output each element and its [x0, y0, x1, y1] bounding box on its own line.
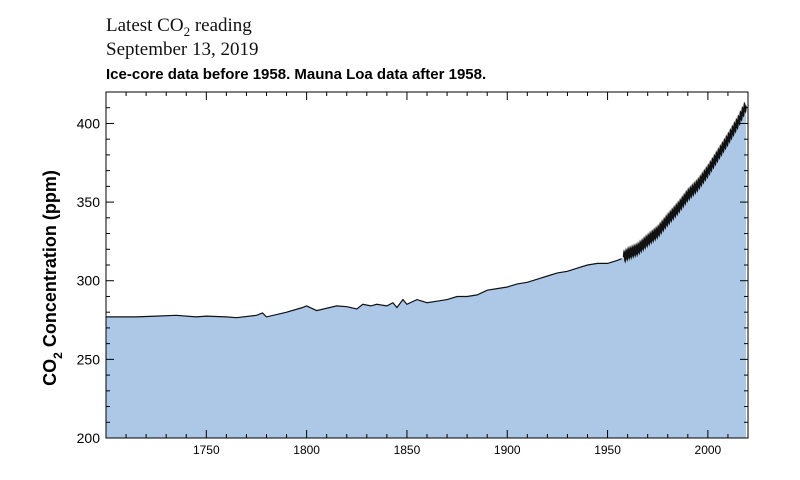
x-tick-label: 1850 [394, 443, 421, 457]
x-tick-label: 1800 [293, 443, 320, 457]
chart-title: Latest CO2 reading September 13, 2019 [106, 14, 259, 62]
x-tick-label: 1900 [494, 443, 521, 457]
mauna-loa-line [622, 101, 747, 264]
y-tick-label: 250 [77, 351, 101, 367]
y-tick-label: 300 [77, 273, 101, 289]
title-prefix: Latest CO [106, 15, 184, 36]
x-tick-label: 2000 [695, 443, 722, 457]
y-tick-label: 200 [77, 430, 101, 446]
area-fill [106, 105, 746, 438]
title-subscript: 2 [183, 23, 191, 39]
x-tick-label: 1950 [594, 443, 621, 457]
ice-core-line [106, 258, 622, 319]
x-tick-label: 1750 [193, 443, 220, 457]
axes: 200 250 300 350 400 1750 1800 1850 1900 1950 2000 [77, 91, 749, 457]
title-suffix: reading [190, 15, 252, 36]
chart-subtitle: Ice-core data before 1958. Mauna Loa dat… [106, 66, 487, 83]
y-axis-title: CO2 Concentration (ppm) [40, 170, 65, 386]
title-line-1: Latest CO2 reading [106, 14, 259, 38]
title-line-2: September 13, 2019 [106, 39, 259, 60]
plot-area [106, 101, 747, 438]
y-tick-label: 400 [77, 115, 101, 131]
y-tick-label: 350 [77, 194, 101, 210]
